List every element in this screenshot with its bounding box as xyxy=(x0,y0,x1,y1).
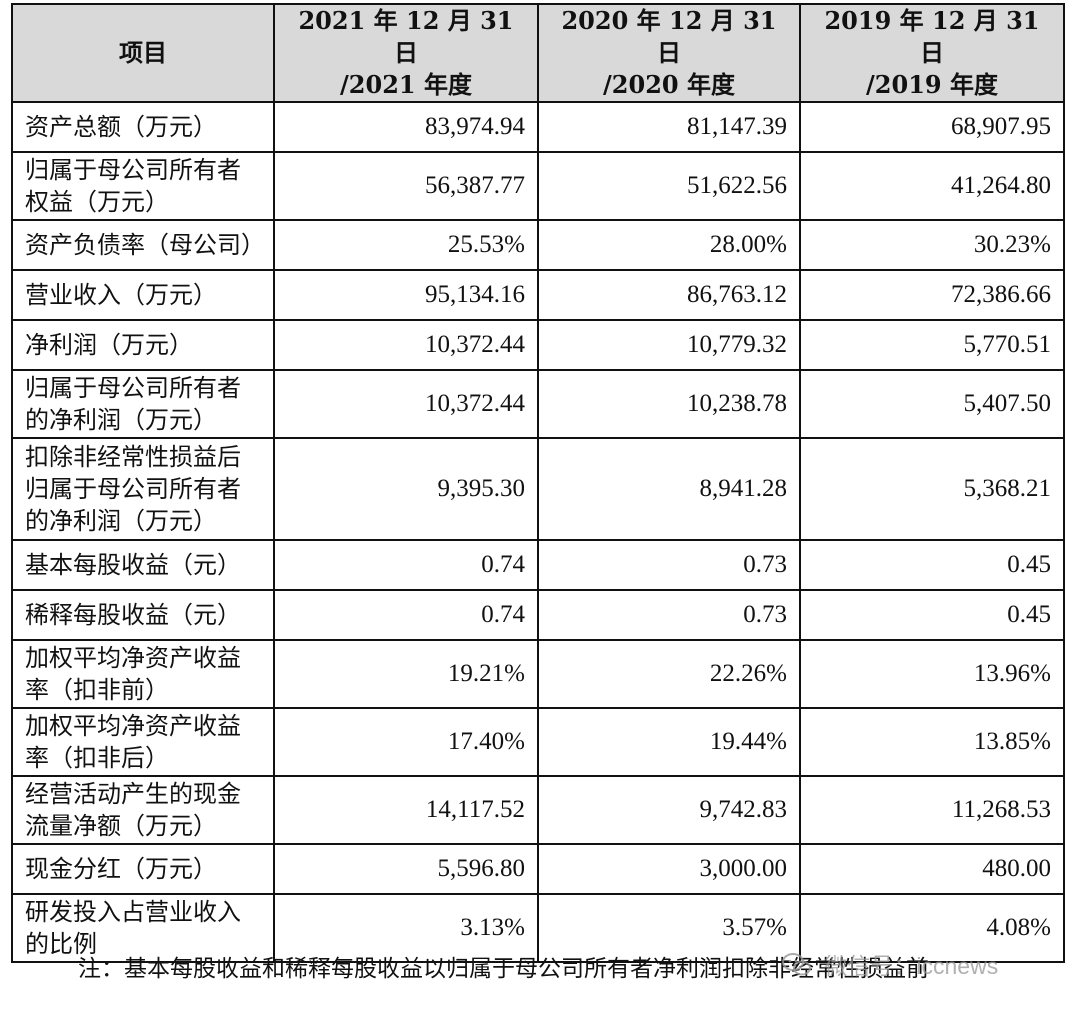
cell-2020: 10,238.78 xyxy=(537,369,801,439)
row-label: 资产负债率（母公司） xyxy=(11,219,275,271)
cell-2019: 68,907.95 xyxy=(799,101,1065,153)
cell-2019: 4.08% xyxy=(799,893,1065,963)
cell-2019: 5,770.51 xyxy=(799,319,1065,371)
table-row: 现金分红（万元） 5,596.80 3,000.00 480.00 xyxy=(11,843,1065,895)
cell-2019: 5,407.50 xyxy=(799,369,1065,439)
cell-2020: 0.73 xyxy=(537,589,801,641)
cell-2021: 83,974.94 xyxy=(273,101,539,153)
watermark-text: 微信号：iccnews xyxy=(824,953,999,979)
cell-2019: 0.45 xyxy=(799,589,1065,641)
header-2021: 2021 年 12 月 31 日 /2021 年度 xyxy=(273,3,539,103)
cell-2019: 0.45 xyxy=(799,539,1065,591)
row-label: 研发投入占营业收入的比例 xyxy=(11,893,275,963)
cell-2019: 72,386.66 xyxy=(799,269,1065,321)
cell-2019: 41,264.80 xyxy=(799,151,1065,221)
cell-2021: 0.74 xyxy=(273,589,539,641)
row-label: 归属于母公司所有者权益（万元） xyxy=(11,151,275,221)
cell-2020: 8,941.28 xyxy=(537,437,801,541)
cell-2020: 28.00% xyxy=(537,219,801,271)
cell-2021: 10,372.44 xyxy=(273,369,539,439)
cell-2021: 5,596.80 xyxy=(273,843,539,895)
table-row: 基本每股收益（元） 0.74 0.73 0.45 xyxy=(11,539,1065,591)
row-label: 营业收入（万元） xyxy=(11,269,275,321)
cell-2021: 10,372.44 xyxy=(273,319,539,371)
row-label: 经营活动产生的现金流量净额（万元） xyxy=(11,775,275,845)
financial-table: 项目 2021 年 12 月 31 日 /2021 年度 2020 年 12 月… xyxy=(11,3,1065,963)
cell-2020: 3.57% xyxy=(537,893,801,963)
cell-2020: 19.44% xyxy=(537,707,801,777)
header-2021-year: /2021 年度 xyxy=(340,70,472,99)
row-label: 稀释每股收益（元） xyxy=(11,589,275,641)
table-row: 资产负债率（母公司） 25.53% 28.00% 30.23% xyxy=(11,219,1065,271)
cell-2019: 13.96% xyxy=(799,639,1065,709)
cell-2020: 81,147.39 xyxy=(537,101,801,153)
row-label: 加权平均净资产收益率（扣非后） xyxy=(11,707,275,777)
table-row: 资产总额（万元） 83,974.94 81,147.39 68,907.95 xyxy=(11,101,1065,153)
cell-2021: 0.74 xyxy=(273,539,539,591)
header-2020: 2020 年 12 月 31 日 /2020 年度 xyxy=(537,3,801,103)
cell-2021: 56,387.77 xyxy=(273,151,539,221)
cell-2020: 86,763.12 xyxy=(537,269,801,321)
row-label: 归属于母公司所有者的净利润（万元） xyxy=(11,369,275,439)
header-2020-year: /2020 年度 xyxy=(603,70,735,99)
wechat-icon xyxy=(782,952,812,984)
table-row: 研发投入占营业收入的比例 3.13% 3.57% 4.08% xyxy=(11,893,1065,963)
cell-2019: 13.85% xyxy=(799,707,1065,777)
header-2020-date: 2020 年 12 月 31 日 xyxy=(561,6,777,67)
cell-2021: 9,395.30 xyxy=(273,437,539,541)
table-row: 加权平均净资产收益率（扣非后） 17.40% 19.44% 13.85% xyxy=(11,707,1065,777)
row-label: 现金分红（万元） xyxy=(11,843,275,895)
cell-2020: 51,622.56 xyxy=(537,151,801,221)
header-item-label: 项目 xyxy=(119,38,167,67)
table-row: 稀释每股收益（元） 0.74 0.73 0.45 xyxy=(11,589,1065,641)
cell-2021: 95,134.16 xyxy=(273,269,539,321)
cell-2020: 9,742.83 xyxy=(537,775,801,845)
header-row: 项目 2021 年 12 月 31 日 /2021 年度 2020 年 12 月… xyxy=(11,3,1065,103)
table-row: 营业收入（万元） 95,134.16 86,763.12 72,386.66 xyxy=(11,269,1065,321)
row-label: 基本每股收益（元） xyxy=(11,539,275,591)
table-row: 归属于母公司所有者权益（万元） 56,387.77 51,622.56 41,2… xyxy=(11,151,1065,221)
cell-2019: 5,368.21 xyxy=(799,437,1065,541)
cell-2019: 480.00 xyxy=(799,843,1065,895)
header-item: 项目 xyxy=(11,3,275,103)
cell-2021: 25.53% xyxy=(273,219,539,271)
cell-2019: 11,268.53 xyxy=(799,775,1065,845)
watermark: 微信号：iccnews xyxy=(782,947,998,984)
cell-2021: 17.40% xyxy=(273,707,539,777)
header-2021-date: 2021 年 12 月 31 日 xyxy=(298,6,514,67)
table-row: 加权平均净资产收益率（扣非前） 19.21% 22.26% 13.96% xyxy=(11,639,1065,709)
table-row: 归属于母公司所有者的净利润（万元） 10,372.44 10,238.78 5,… xyxy=(11,369,1065,439)
row-label: 资产总额（万元） xyxy=(11,101,275,153)
cell-2021: 14,117.52 xyxy=(273,775,539,845)
cell-2021: 19.21% xyxy=(273,639,539,709)
cell-2020: 10,779.32 xyxy=(537,319,801,371)
cell-2020: 0.73 xyxy=(537,539,801,591)
cell-2019: 30.23% xyxy=(799,219,1065,271)
cell-2020: 22.26% xyxy=(537,639,801,709)
cell-2020: 3,000.00 xyxy=(537,843,801,895)
row-label: 净利润（万元） xyxy=(11,319,275,371)
row-label: 加权平均净资产收益率（扣非前） xyxy=(11,639,275,709)
cell-2021: 3.13% xyxy=(273,893,539,963)
table-row: 扣除非经常性损益后归属于母公司所有者的净利润（万元） 9,395.30 8,94… xyxy=(11,437,1065,541)
header-2019-date: 2019 年 12 月 31 日 xyxy=(824,6,1040,67)
row-label: 扣除非经常性损益后归属于母公司所有者的净利润（万元） xyxy=(11,437,275,541)
header-2019: 2019 年 12 月 31 日 /2019 年度 xyxy=(799,3,1065,103)
table-row: 经营活动产生的现金流量净额（万元） 14,117.52 9,742.83 11,… xyxy=(11,775,1065,845)
header-2019-year: /2019 年度 xyxy=(866,70,998,99)
table-row: 净利润（万元） 10,372.44 10,779.32 5,770.51 xyxy=(11,319,1065,371)
